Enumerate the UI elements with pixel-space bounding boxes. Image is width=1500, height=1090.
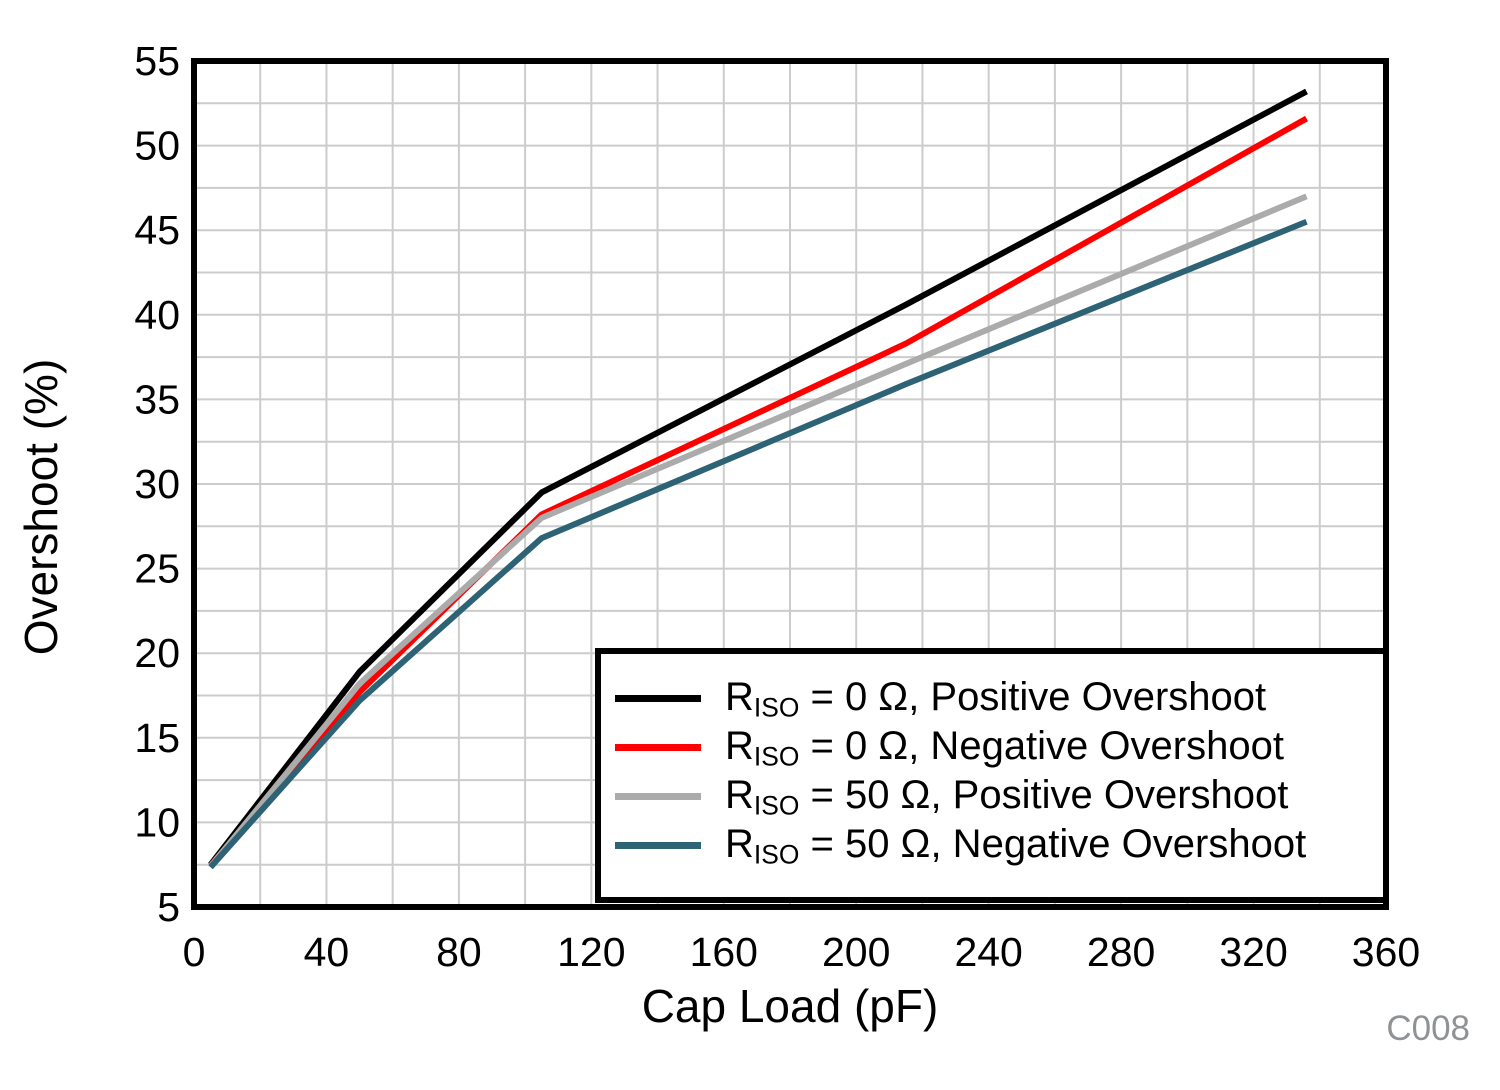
x-tick-label: 80 — [436, 929, 482, 975]
legend-label: RISO = 50 Ω, Positive Overshoot — [725, 772, 1289, 820]
y-tick-label: 55 — [134, 38, 180, 84]
legend-line-sample — [615, 744, 701, 751]
legend-box: RISO = 0 Ω, Positive Overshoot RISO = 0 Ω… — [595, 648, 1389, 903]
x-tick-label: 0 — [183, 929, 206, 975]
x-tick-label: 40 — [304, 929, 350, 975]
legend-label: RISO = 0 Ω, Negative Overshoot — [725, 723, 1284, 771]
legend-item-1: RISO = 0 Ω, Negative Overshoot — [615, 723, 1383, 772]
legend-line-sample — [615, 695, 701, 702]
x-tick-label: 360 — [1352, 929, 1420, 975]
series-line-1 — [208, 115, 1309, 868]
y-tick-label: 20 — [134, 630, 180, 676]
plot-border — [191, 58, 1389, 910]
y-axis-tick-labels: 5 10 15 20 25 30 35 40 45 50 55 — [134, 38, 180, 930]
y-tick-label: 10 — [134, 799, 180, 845]
y-tick-label: 30 — [134, 461, 180, 507]
legend-item-0: RISO = 0 Ω, Positive Overshoot — [615, 674, 1383, 723]
y-tick-label: 25 — [134, 546, 180, 592]
x-tick-label: 320 — [1219, 929, 1287, 975]
y-tick-label: 35 — [134, 376, 180, 422]
series-line-3 — [208, 218, 1308, 870]
y-axis-title: Overshoot (%) — [15, 359, 67, 656]
x-tick-label: 160 — [690, 929, 758, 975]
legend-label: RISO = 50 Ω, Negative Overshoot — [725, 821, 1307, 869]
legend-line-sample — [615, 842, 701, 849]
series-line-2 — [208, 193, 1308, 869]
series-line-0 — [208, 88, 1308, 867]
y-tick-label: 50 — [134, 123, 180, 169]
series-lines — [208, 88, 1309, 870]
y-tick-label: 15 — [134, 715, 180, 761]
legend-item-3: RISO = 50 Ω, Negative Overshoot — [615, 821, 1383, 870]
x-axis-title: Cap Load (pF) — [642, 980, 939, 1032]
y-tick-label: 5 — [157, 884, 180, 930]
x-axis-tick-labels: 0 40 80 120 160 200 240 280 320 360 — [183, 929, 1421, 975]
figure-code-label: C008 — [1386, 1009, 1470, 1048]
x-tick-label: 280 — [1087, 929, 1155, 975]
legend-item-2: RISO = 50 Ω, Positive Overshoot — [615, 772, 1383, 821]
x-tick-label: 200 — [822, 929, 890, 975]
x-tick-label: 120 — [557, 929, 625, 975]
legend-label: RISO = 0 Ω, Positive Overshoot — [725, 674, 1267, 722]
x-tick-label: 240 — [954, 929, 1022, 975]
legend-line-sample — [615, 793, 701, 800]
y-tick-label: 40 — [134, 292, 180, 338]
y-tick-label: 45 — [134, 207, 180, 253]
